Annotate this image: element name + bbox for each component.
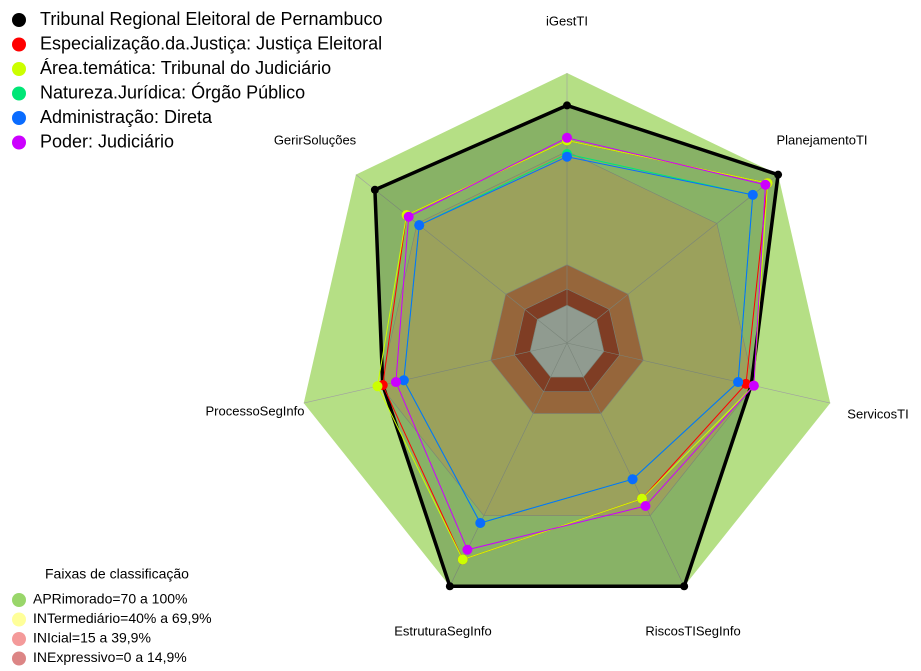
spoke — [355, 174, 568, 344]
legend-marker — [12, 13, 26, 27]
axis-label: ServicosTI — [847, 406, 908, 421]
band-legend-label: INExpressivo=0 a 14,9% — [33, 649, 187, 665]
legend-marker — [12, 111, 26, 125]
series-point — [760, 179, 771, 190]
series-point — [562, 132, 572, 143]
series-point — [733, 377, 744, 388]
spoke — [566, 342, 831, 404]
series-point — [462, 544, 473, 555]
series-point — [414, 220, 425, 231]
series-point — [748, 380, 759, 391]
series-point — [680, 582, 689, 591]
band-legend-marker — [12, 632, 26, 646]
legend-label: Área.temática: Tribunal do Judiciário — [40, 58, 331, 78]
series-line — [395, 137, 766, 551]
axis-label: GerirSoluções — [274, 132, 357, 147]
legend-label: Especialização.da.Justiça: Justiça Eleit… — [40, 33, 382, 53]
band-legend-label: APRimorado=70 a 100% — [33, 591, 188, 607]
grid-ring — [514, 288, 620, 392]
series-point — [563, 101, 571, 110]
legend-marker — [12, 86, 26, 101]
band-legend-marker — [12, 612, 26, 627]
series-point — [372, 381, 383, 392]
spoke — [566, 174, 779, 344]
series-point — [627, 474, 638, 485]
legend-marker — [12, 62, 26, 76]
series-point — [640, 500, 651, 511]
grid-ring — [379, 150, 755, 517]
legend-label: Tribunal Regional Eleitoral de Pernambuc… — [40, 9, 383, 29]
series-line — [403, 156, 754, 524]
band-legend-marker — [12, 593, 26, 607]
grid-ring — [490, 264, 644, 414]
series-line — [373, 103, 781, 589]
spoke — [303, 342, 568, 404]
series-point — [774, 170, 783, 179]
series-point — [445, 582, 454, 591]
legend-label: Poder: Judiciário — [40, 131, 174, 151]
axis-label: ProcessoSegInfo — [205, 403, 304, 418]
legend-label: Natureza.Jurídica: Órgão Público — [40, 81, 305, 102]
series-point — [390, 377, 401, 388]
series-point — [398, 375, 409, 386]
series-point — [370, 185, 379, 194]
band-legend-label: INIcial=15 a 39,9% — [33, 630, 151, 646]
axis-label: RiscosTISegInfo — [645, 623, 740, 638]
axis-label: EstruturaSegInfo — [394, 623, 492, 638]
band-legend-marker — [12, 651, 26, 666]
series-point — [475, 518, 486, 529]
band-legend-label: INTermediário=40% a 69,9% — [33, 610, 212, 626]
legend-marker — [12, 37, 26, 52]
axis-label: iGestTI — [546, 13, 588, 28]
series-point — [403, 211, 414, 222]
series-point — [740, 378, 751, 389]
spoke — [566, 342, 685, 587]
grid-ring — [529, 304, 605, 378]
axis-label: PlanejamentoTI — [776, 132, 867, 147]
bands-title: Faixas de classificação — [45, 566, 189, 582]
legend-marker — [12, 135, 26, 150]
series-point — [457, 554, 468, 565]
series-point — [747, 189, 758, 200]
series-point — [562, 151, 572, 162]
legend-label: Administração: Direta — [40, 107, 213, 127]
